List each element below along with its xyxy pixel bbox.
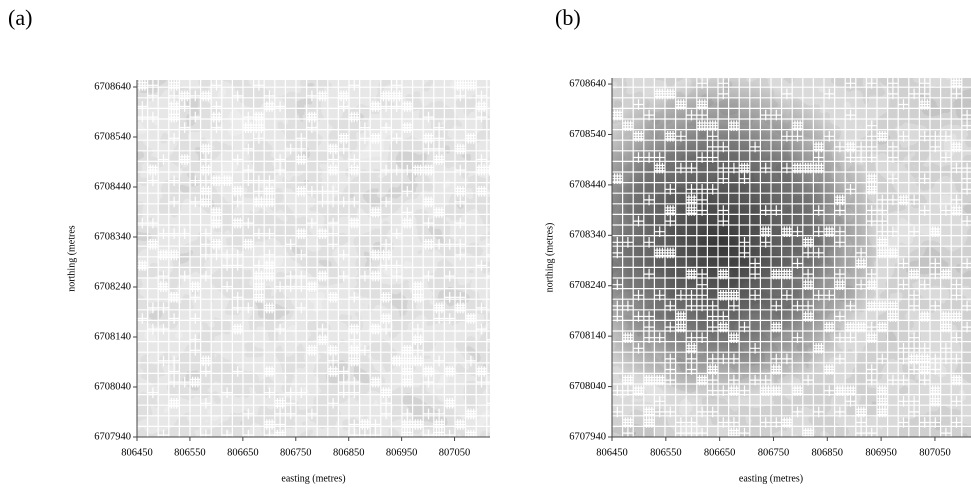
y-tick-label: 6708040 (569, 381, 606, 392)
y-tick-label: 6708540 (94, 131, 131, 142)
sampling-grid (137, 80, 490, 437)
raster-shade (612, 78, 971, 437)
y-tick-label: 6708240 (569, 280, 606, 291)
x-tick-label: 806550 (650, 447, 682, 458)
x-tick-label: 806850 (333, 447, 365, 458)
y-tick-label: 6708340 (569, 230, 606, 241)
y-tick-label: 6708440 (569, 179, 606, 190)
y-axis-label: northing (metres) (544, 223, 555, 293)
y-tick-label: 6708240 (94, 281, 131, 292)
x-tick-label: 807050 (919, 447, 951, 458)
x-tick-label: 806750 (280, 447, 312, 458)
sampling-grid (612, 78, 971, 437)
y-tick-label: 6707940 (569, 431, 606, 442)
y-tick-label: 6708440 (94, 181, 131, 192)
y-axis-label: northing (metres (66, 225, 77, 291)
panel-label: (b) (555, 5, 581, 30)
x-axis-label: easting (metres) (739, 473, 803, 484)
x-tick-label: 806550 (174, 447, 206, 458)
x-tick-label: 806850 (812, 447, 844, 458)
y-tick-label: 6708640 (94, 81, 131, 92)
y-tick-label: 6708540 (569, 129, 606, 140)
raster (612, 78, 971, 437)
y-tick-label: 6708140 (94, 331, 131, 342)
x-tick-label: 806950 (386, 447, 418, 458)
x-tick-label: 806650 (227, 447, 259, 458)
x-tick-label: 806450 (596, 447, 628, 458)
y-tick-label: 6707940 (94, 431, 131, 442)
y-tick-label: 6708040 (94, 381, 131, 392)
x-tick-label: 807050 (439, 447, 471, 458)
raster (137, 80, 490, 437)
x-tick-label: 806650 (704, 447, 736, 458)
panel-label: (a) (8, 5, 32, 30)
x-tick-label: 806450 (121, 447, 153, 458)
y-tick-label: 6708640 (569, 78, 606, 89)
x-tick-label: 806750 (758, 447, 790, 458)
x-axis-label: easting (metres) (281, 473, 345, 484)
y-tick-label: 6708140 (569, 331, 606, 342)
y-tick-label: 6708340 (94, 231, 131, 242)
x-tick-label: 806950 (865, 447, 897, 458)
